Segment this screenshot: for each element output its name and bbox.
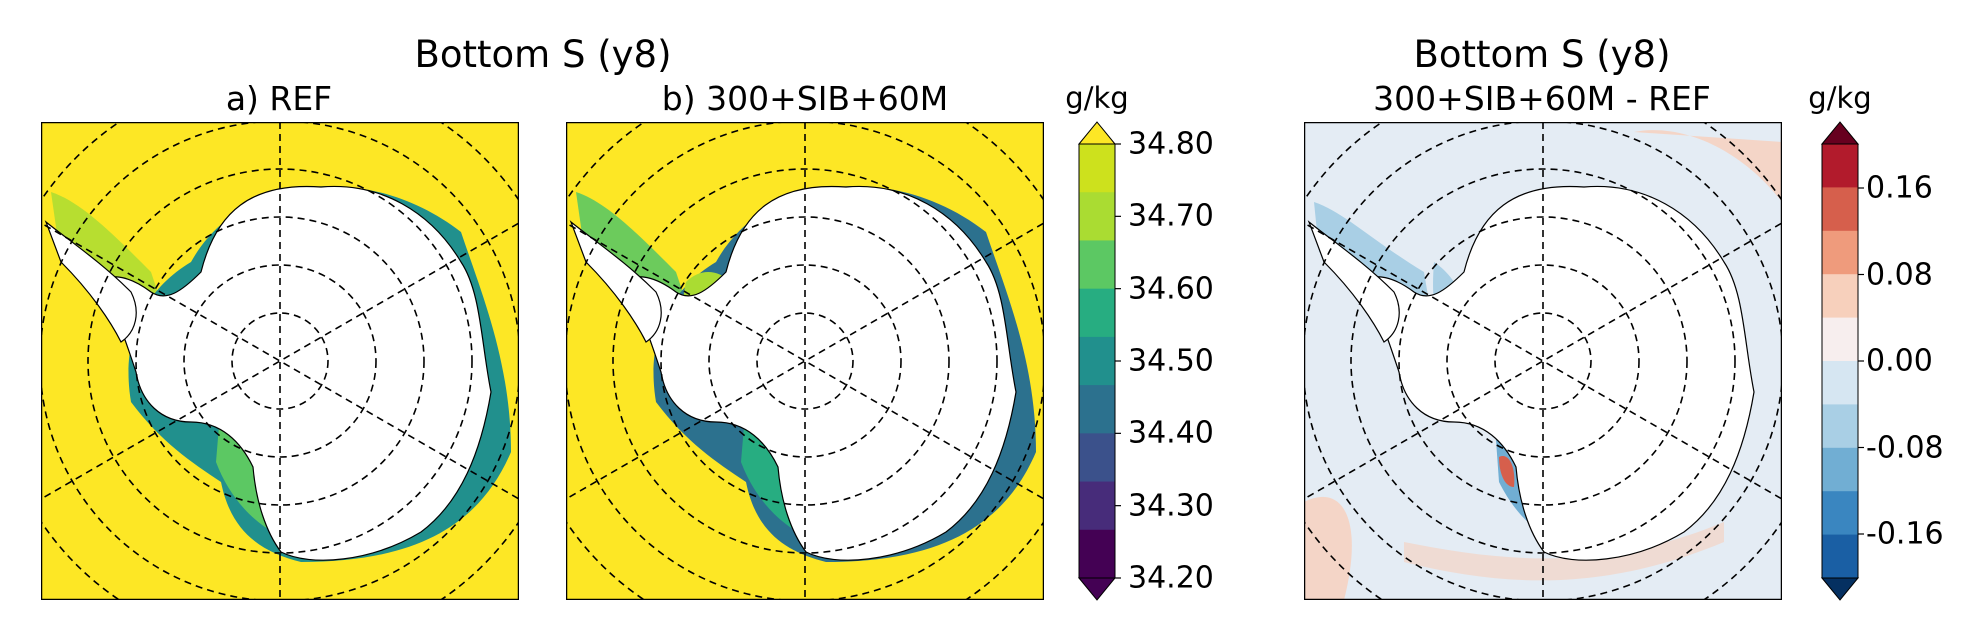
salinity-colorbar-unit: g/kg xyxy=(1065,81,1128,115)
salinity-colorbar-extend-max xyxy=(1079,122,1115,144)
difference-colorbar-tick-label: -0.16 xyxy=(1866,517,1944,552)
difference-colorbar-segment xyxy=(1822,361,1858,405)
salinity-colorbar-extend-min xyxy=(1079,578,1115,600)
panel-c-title: 300+SIB+60M - REF xyxy=(1373,79,1711,118)
salinity-colorbar-segment xyxy=(1079,192,1115,241)
difference-colorbar-segment xyxy=(1822,318,1858,362)
salinity-colorbar-segment xyxy=(1079,482,1115,531)
salinity-colorbar-segment xyxy=(1079,337,1115,386)
difference-colorbar-segment xyxy=(1822,231,1858,275)
difference-colorbar-tick-label: 0.00 xyxy=(1866,344,1933,379)
difference-colorbar-tick-label: 0.08 xyxy=(1866,257,1933,292)
salinity-colorbar-tick-label: 34.40 xyxy=(1128,416,1214,451)
right-figure-title: Bottom S (y8) xyxy=(1413,33,1670,76)
difference-colorbar-segment xyxy=(1822,491,1858,535)
difference-colorbar-extend-min xyxy=(1822,578,1858,600)
salinity-colorbar xyxy=(1079,122,1115,600)
salinity-colorbar-tick-label: 34.70 xyxy=(1128,199,1214,234)
panel-b-title: b) 300+SIB+60M xyxy=(662,79,948,118)
salinity-colorbar-segment xyxy=(1079,144,1115,193)
difference-colorbar-unit: g/kg xyxy=(1808,81,1871,115)
salinity-colorbar-tick-label: 34.80 xyxy=(1128,127,1214,162)
panel-a-title: a) REF xyxy=(226,79,332,118)
map-panel-experiment xyxy=(566,122,1044,600)
difference-colorbar xyxy=(1822,122,1858,600)
difference-colorbar-tick-label: -0.08 xyxy=(1866,430,1944,465)
salinity-colorbar-segment xyxy=(1079,289,1115,338)
difference-colorbar-extend-max xyxy=(1822,122,1858,144)
map-panel-difference xyxy=(1304,122,1782,600)
difference-colorbar-segment xyxy=(1822,448,1858,492)
difference-colorbar-segment xyxy=(1822,404,1858,448)
difference-colorbar-segment xyxy=(1822,187,1858,231)
difference-colorbar-segment xyxy=(1822,535,1858,579)
salinity-colorbar-segment xyxy=(1079,385,1115,434)
salinity-colorbar-tick-label: 34.60 xyxy=(1128,271,1214,306)
difference-colorbar-segment xyxy=(1822,144,1858,188)
salinity-colorbar-tick-label: 34.20 xyxy=(1128,561,1214,596)
salinity-colorbar-segment xyxy=(1079,530,1115,579)
map-panel-ref xyxy=(41,122,519,600)
difference-colorbar-tick-label: 0.16 xyxy=(1866,171,1933,206)
salinity-colorbar-tick-label: 34.30 xyxy=(1128,488,1214,523)
salinity-colorbar-segment xyxy=(1079,240,1115,289)
salinity-colorbar-tick-label: 34.50 xyxy=(1128,344,1214,379)
difference-colorbar-segment xyxy=(1822,274,1858,318)
left-figure-title: Bottom S (y8) xyxy=(414,33,671,76)
salinity-colorbar-segment xyxy=(1079,433,1115,482)
